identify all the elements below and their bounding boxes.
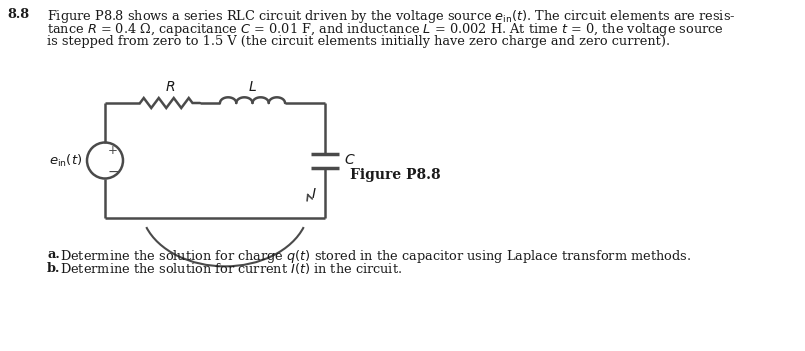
- Text: Figure P8.8: Figure P8.8: [350, 168, 440, 183]
- Text: $e_{\mathrm{in}}(t)$: $e_{\mathrm{in}}(t)$: [48, 152, 82, 168]
- Text: −: −: [108, 165, 120, 179]
- Text: $L$: $L$: [248, 80, 257, 94]
- Text: $C$: $C$: [344, 153, 356, 167]
- Text: b.: b.: [47, 261, 60, 274]
- Text: 8.8: 8.8: [7, 8, 29, 21]
- Text: a.: a.: [47, 248, 60, 261]
- Text: $I$: $I$: [312, 187, 317, 201]
- Text: is stepped from zero to 1.5 V (the circuit elements initially have zero charge a: is stepped from zero to 1.5 V (the circu…: [47, 35, 670, 48]
- Text: $R$: $R$: [165, 80, 175, 94]
- Text: Determine the solution for charge $q(t)$ stored in the capacitor using Laplace t: Determine the solution for charge $q(t)$…: [60, 248, 691, 265]
- Text: +: +: [108, 144, 118, 157]
- Text: tance $R$ = 0.4 Ω, capacitance $C$ = 0.01 F, and inductance $L$ = 0.002 H. At ti: tance $R$ = 0.4 Ω, capacitance $C$ = 0.0…: [47, 21, 724, 39]
- Text: Figure P8.8 shows a series RLC circuit driven by the voltage source $e_{\mathrm{: Figure P8.8 shows a series RLC circuit d…: [47, 8, 736, 25]
- Text: Determine the solution for current $I(t)$ in the circuit.: Determine the solution for current $I(t)…: [60, 261, 402, 277]
